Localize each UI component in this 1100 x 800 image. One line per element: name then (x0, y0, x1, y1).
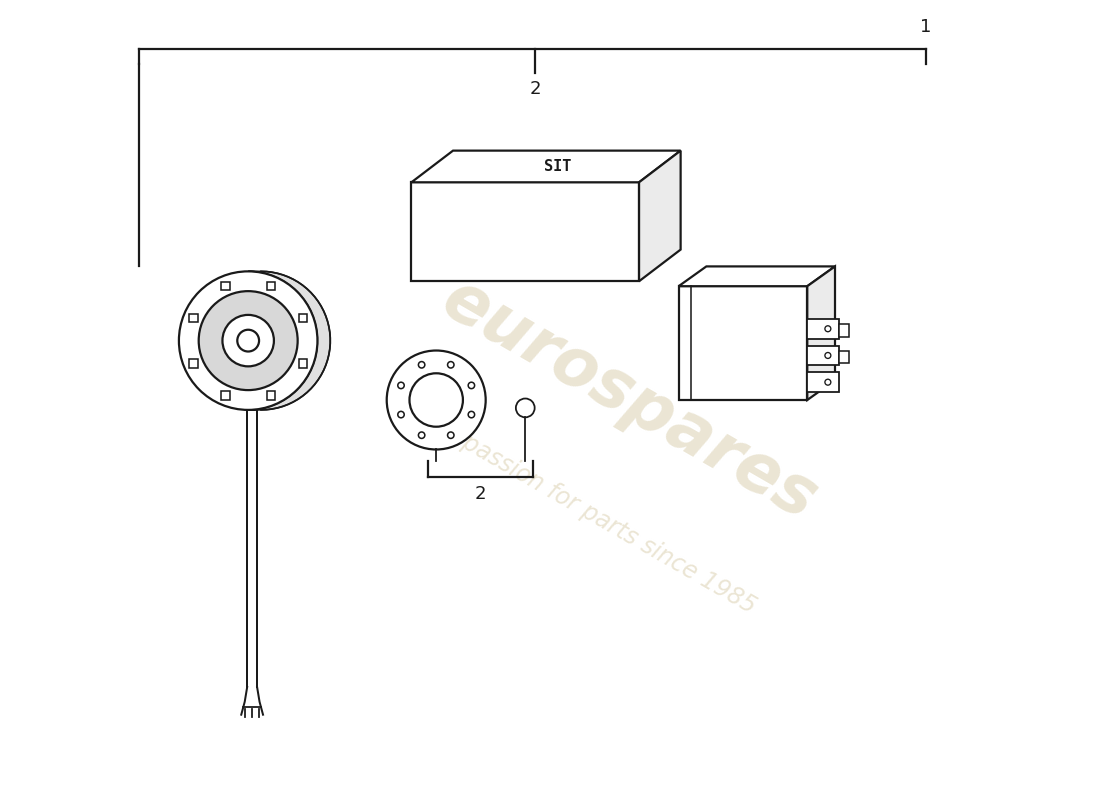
Bar (299, 314, 307, 322)
Circle shape (179, 271, 318, 410)
Bar (221, 391, 230, 400)
Text: a passion for parts since 1985: a passion for parts since 1985 (439, 419, 760, 618)
Circle shape (448, 432, 454, 438)
Circle shape (409, 374, 463, 426)
Circle shape (825, 326, 830, 332)
Bar (189, 314, 198, 322)
Circle shape (238, 330, 260, 351)
Circle shape (222, 315, 274, 366)
Polygon shape (679, 286, 807, 400)
Text: 1: 1 (921, 18, 932, 36)
Bar (189, 359, 198, 367)
Polygon shape (249, 271, 330, 410)
Bar (299, 359, 307, 367)
Text: eurospares: eurospares (430, 266, 828, 534)
Circle shape (516, 398, 535, 418)
Bar (221, 282, 230, 290)
Circle shape (825, 379, 830, 385)
Text: 2: 2 (475, 485, 486, 503)
Circle shape (199, 291, 298, 390)
Circle shape (398, 411, 404, 418)
Polygon shape (839, 324, 849, 337)
Polygon shape (411, 150, 681, 182)
Polygon shape (639, 150, 681, 282)
Circle shape (469, 382, 474, 389)
Polygon shape (807, 319, 839, 338)
Text: SIT: SIT (543, 159, 571, 174)
Polygon shape (807, 266, 835, 400)
Circle shape (448, 362, 454, 368)
Text: 2: 2 (529, 80, 541, 98)
Bar (266, 391, 275, 400)
Polygon shape (839, 350, 849, 363)
Polygon shape (807, 372, 839, 392)
Polygon shape (411, 182, 639, 282)
Circle shape (418, 362, 425, 368)
Circle shape (825, 353, 830, 358)
Bar (266, 282, 275, 290)
Circle shape (398, 382, 404, 389)
Circle shape (418, 432, 425, 438)
Polygon shape (679, 266, 835, 286)
Circle shape (469, 411, 474, 418)
Circle shape (387, 350, 486, 450)
Polygon shape (807, 346, 839, 366)
